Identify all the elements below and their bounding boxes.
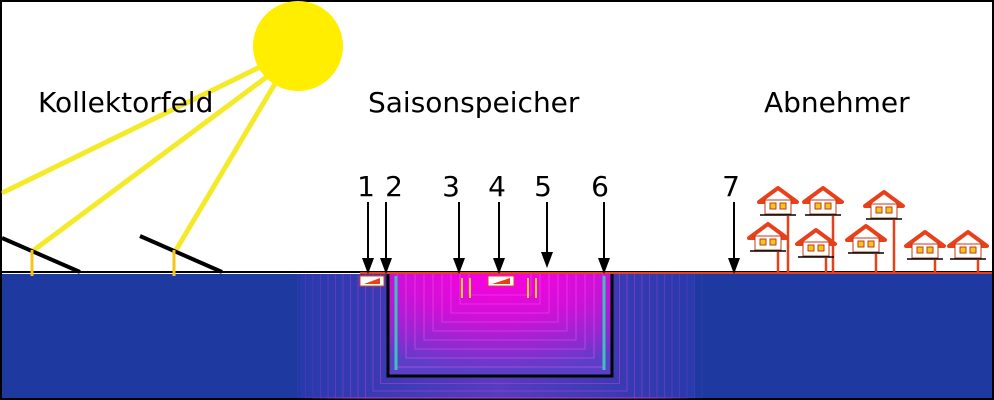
arrow-down-icon bbox=[493, 258, 505, 274]
storage-pit-wall bbox=[386, 274, 614, 378]
marker-3: 3 bbox=[442, 170, 465, 274]
house-icon bbox=[904, 230, 946, 274]
sun-rays bbox=[1, 63, 279, 253]
sun-icon bbox=[253, 1, 343, 91]
marker-2: 2 bbox=[380, 170, 403, 274]
marker-5: 5 bbox=[534, 170, 553, 268]
solar-collector-icon bbox=[1, 236, 81, 276]
soil-isotherm-lines bbox=[297, 274, 703, 399]
house-icon bbox=[747, 222, 789, 274]
svg-text:6: 6 bbox=[591, 170, 609, 203]
house-icon bbox=[845, 224, 887, 274]
arrow-down-icon bbox=[362, 258, 374, 274]
solar-collector-icon bbox=[139, 234, 223, 276]
arrow-down-icon bbox=[380, 258, 392, 274]
arrow-down-icon bbox=[453, 258, 465, 274]
collector-field-title: Kollektorfeld bbox=[38, 86, 213, 119]
inlet-wedge-left bbox=[364, 278, 380, 284]
house-icon bbox=[947, 230, 989, 274]
marker-6: 6 bbox=[591, 170, 610, 274]
seasonal-storage-title: Saisonspeicher bbox=[368, 86, 580, 119]
seasonal-storage-pit bbox=[388, 274, 612, 376]
svg-text:1: 1 bbox=[357, 170, 375, 203]
diffuser-pipes bbox=[461, 278, 537, 298]
marker-4: 4 bbox=[488, 170, 506, 274]
svg-text:7: 7 bbox=[722, 170, 740, 203]
marker-1: 1 bbox=[357, 170, 375, 274]
house-icon bbox=[802, 186, 844, 274]
svg-text:2: 2 bbox=[385, 170, 403, 203]
marker-7: 7 bbox=[722, 170, 740, 274]
house-icon bbox=[863, 190, 905, 274]
arrow-down-icon bbox=[541, 252, 553, 268]
arrow-down-icon bbox=[728, 258, 740, 274]
svg-text:4: 4 bbox=[488, 170, 506, 203]
consumer-houses bbox=[747, 186, 989, 274]
arrow-down-icon bbox=[598, 258, 610, 274]
house-icon bbox=[795, 228, 837, 274]
inlet-wedge-center bbox=[492, 278, 510, 284]
house-icon bbox=[757, 186, 799, 274]
consumers-title: Abnehmer bbox=[764, 86, 910, 119]
svg-text:3: 3 bbox=[442, 170, 460, 203]
svg-text:5: 5 bbox=[534, 170, 552, 203]
